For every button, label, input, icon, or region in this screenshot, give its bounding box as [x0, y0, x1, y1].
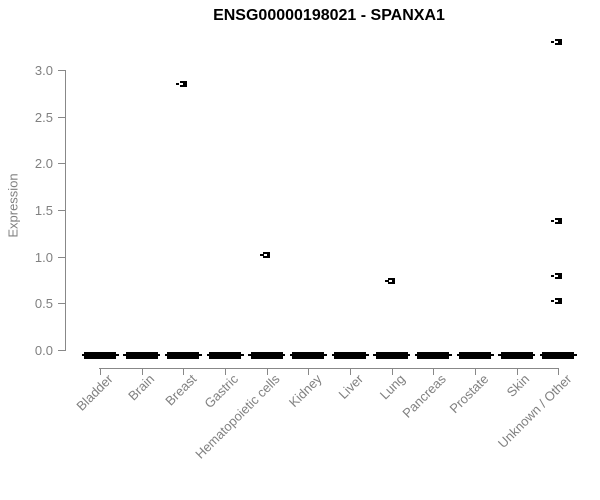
boxplot-box: [167, 351, 200, 359]
boxplot-whisker-cap-left: [539, 354, 543, 356]
boxplot-whisker-cap-right: [448, 354, 452, 356]
outlier-point: [263, 251, 271, 258]
outlier-point-slit: [555, 300, 559, 303]
x-axis-tick: [183, 368, 185, 375]
outlier-point: [554, 298, 562, 305]
y-tick-label: 2.0: [34, 156, 53, 172]
boxplot-box: [334, 351, 366, 359]
y-tick-label: 1.5: [34, 203, 53, 218]
x-axis-tick: [433, 368, 435, 375]
boxplot-whisker-cap-right: [198, 354, 202, 356]
outlier-point-whisker: [551, 220, 555, 223]
boxplot-whisker-cap-left: [498, 354, 502, 356]
boxplot-whisker-cap-left: [456, 354, 460, 356]
y-axis-tick: [58, 116, 65, 118]
y-tick-label: 2.5: [34, 109, 53, 125]
y-axis-tick: [58, 256, 65, 258]
boxplot-whisker-cap-right: [532, 354, 536, 356]
outlier-point-slit: [180, 83, 184, 85]
x-tick-label: Lung: [376, 371, 408, 403]
outlier-point-whisker: [176, 83, 180, 85]
boxplot-box: [375, 351, 408, 359]
outlier-point-whisker: [551, 41, 555, 43]
x-axis-tick: [266, 368, 268, 375]
x-tick-label: Skin: [504, 371, 533, 400]
outlier-point: [388, 277, 396, 284]
boxplot-whisker-cap-right: [282, 354, 286, 356]
boxplot-whisker-cap-left: [414, 354, 418, 356]
x-tick-label: Liver: [335, 371, 366, 402]
x-axis-tick: [225, 368, 226, 375]
x-tick-label: Pancreas: [399, 371, 450, 421]
y-tick-label: 0.5: [34, 296, 53, 312]
y-tick-label: 3.0: [34, 63, 53, 78]
y-tick-label: 0.0: [34, 343, 53, 358]
y-axis-tick: [58, 210, 65, 211]
x-axis-tick: [100, 368, 101, 375]
x-tick-label: Brain: [125, 371, 158, 404]
x-axis-tick: [516, 368, 518, 375]
outlier-point: [554, 218, 562, 225]
boxplot-whisker-cap-right: [240, 354, 244, 356]
boxplot-whisker-cap-left: [248, 354, 252, 356]
boxplot-whisker-cap-left: [123, 354, 127, 356]
x-axis-tick: [141, 368, 143, 375]
x-tick-label: Kidney: [285, 371, 325, 411]
outlier-point: [554, 273, 562, 280]
chart-title: ENSG00000198021 - SPANXA1: [213, 7, 445, 24]
outlier-point-whisker: [551, 275, 555, 278]
x-tick-label: Breast: [162, 371, 200, 409]
boxplot-box: [125, 351, 158, 359]
x-axis-tick: [558, 368, 560, 375]
boxplot-whisker-cap-left: [81, 354, 85, 356]
boxplot-whisker-cap-left: [206, 354, 210, 356]
y-tick-label: 1.0: [34, 249, 53, 265]
boxplot-whisker-cap-right: [365, 354, 369, 356]
outlier-point-whisker: [384, 279, 388, 282]
x-tick-label: Prostate: [446, 371, 491, 417]
outlier-point-slit: [388, 279, 392, 282]
boxplot-box: [417, 351, 450, 359]
boxplot-whisker-cap-right: [490, 354, 494, 356]
boxplot-whisker-cap-right: [407, 354, 411, 356]
boxplot-box: [84, 351, 116, 359]
y-axis-tick: [58, 70, 65, 71]
boxplot-whisker-cap-left: [164, 354, 168, 356]
outlier-point-slit: [555, 41, 559, 43]
boxplot-whisker-cap-right: [323, 354, 327, 356]
x-axis-tick: [475, 368, 476, 375]
boxplot-whisker-cap-left: [373, 354, 377, 356]
x-axis-tick: [350, 368, 351, 375]
boxplot-whisker-cap-right: [157, 354, 161, 356]
boxplot-box: [500, 351, 533, 359]
outlier-point: [179, 81, 187, 87]
y-axis-line: [65, 70, 66, 351]
boxplot-box: [292, 351, 325, 359]
x-axis-tick: [391, 368, 393, 375]
x-axis-line: [99, 368, 560, 369]
outlier-point-whisker: [551, 300, 555, 303]
y-axis-tick: [58, 350, 65, 351]
outlier-point: [554, 39, 562, 45]
x-tick-label: Gastric: [201, 371, 241, 412]
y-axis-tick: [58, 163, 65, 165]
outlier-point-slit: [263, 253, 267, 256]
outlier-point-whisker: [259, 253, 263, 256]
boxplot-box: [250, 351, 283, 359]
boxplot-box: [459, 351, 491, 359]
boxplot-whisker-cap-left: [331, 354, 335, 356]
outlier-point-slit: [555, 275, 559, 278]
y-axis-tick: [58, 303, 65, 305]
boxplot-box: [542, 351, 575, 359]
boxplot-whisker-cap-left: [289, 354, 293, 356]
boxplot-box: [209, 351, 241, 359]
x-tick-label: Bladder: [73, 371, 116, 414]
x-axis-tick: [308, 368, 310, 375]
x-tick-label: Unknown / Other: [494, 371, 575, 451]
boxplot-whisker-cap-right: [115, 354, 119, 356]
boxplot-whisker-cap-right: [573, 354, 577, 356]
outlier-point-slit: [555, 220, 559, 223]
